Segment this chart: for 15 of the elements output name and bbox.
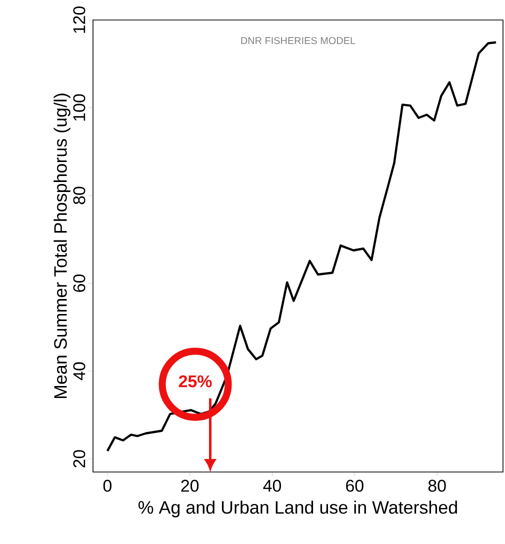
- y-tick-label: 80: [73, 186, 86, 204]
- x-axis-title: % Ag and Urban Land use in Watershed: [138, 500, 457, 518]
- x-tick-label: 20: [181, 480, 199, 492]
- x-tick-label: 40: [263, 480, 282, 492]
- y-tick-label: 40: [73, 362, 86, 380]
- annotation: 25%: [178, 375, 212, 388]
- y-tick-label: 20: [73, 450, 86, 468]
- x-tick-label: 0: [103, 480, 112, 492]
- x-tick-label: 60: [346, 480, 364, 492]
- y-axis-title: Mean Summer Total Phosphorus (ug/l): [54, 94, 70, 398]
- y-tick-label: 60: [73, 274, 86, 292]
- annotation: DNR FISHERIES MODEL: [241, 37, 356, 44]
- y-tick-label: 120: [73, 6, 86, 33]
- x-tick-label: 80: [428, 480, 446, 492]
- y-tick-label: 100: [73, 94, 86, 121]
